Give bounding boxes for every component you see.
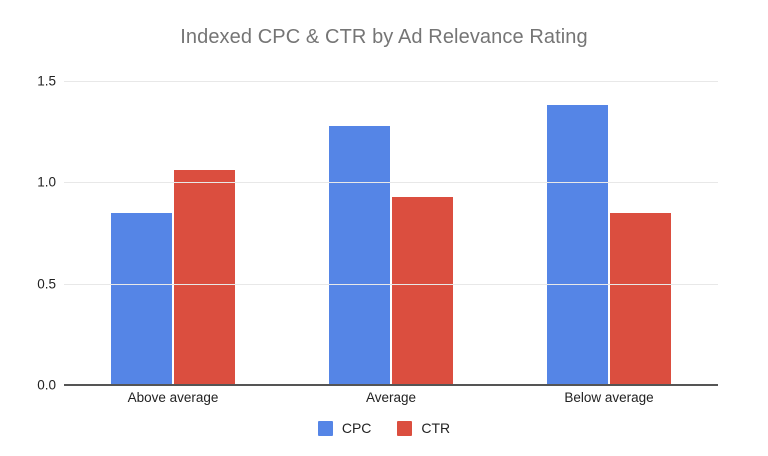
gridline: [64, 182, 718, 184]
legend-swatch-icon: [397, 420, 413, 436]
x-axis-tick-label: Above average: [127, 390, 219, 405]
y-axis-tick-label: 0.5: [37, 276, 56, 292]
legend-label: CTR: [421, 420, 451, 436]
gridline: [64, 283, 718, 285]
chart-title: Indexed CPC & CTR by Ad Relevance Rating: [180, 26, 588, 48]
x-axis-tick-label: Average: [365, 390, 417, 405]
chart-legend: CPC CTR: [0, 420, 768, 436]
bar-ctr-2[interactable]: [610, 212, 671, 385]
bar-ctr-0[interactable]: [174, 170, 235, 385]
y-axis-tick-label: 1.5: [37, 73, 56, 89]
legend-label: CPC: [341, 420, 372, 436]
x-axis: Above average Average Below average: [64, 390, 718, 412]
bars-layer: [64, 81, 718, 385]
plot-area: [64, 81, 718, 386]
y-axis-tick-label: 1.0: [37, 174, 56, 190]
legend-item-ctr[interactable]: CTR: [397, 420, 450, 436]
y-axis: 0.0 0.5 1.0 1.5: [0, 74, 56, 393]
legend-swatch-icon: [317, 420, 333, 436]
legend-item-cpc[interactable]: CPC: [317, 420, 372, 436]
x-axis-tick-label: Below average: [564, 390, 654, 405]
bar-ctr-1[interactable]: [392, 196, 453, 385]
y-axis-tick-label: 0.0: [37, 377, 56, 393]
bar-cpc-0[interactable]: [111, 212, 172, 385]
bar-cpc-1[interactable]: [329, 125, 390, 385]
x-axis-line: [64, 384, 718, 386]
bar-cpc-2[interactable]: [547, 105, 608, 385]
gridline: [64, 81, 718, 82]
